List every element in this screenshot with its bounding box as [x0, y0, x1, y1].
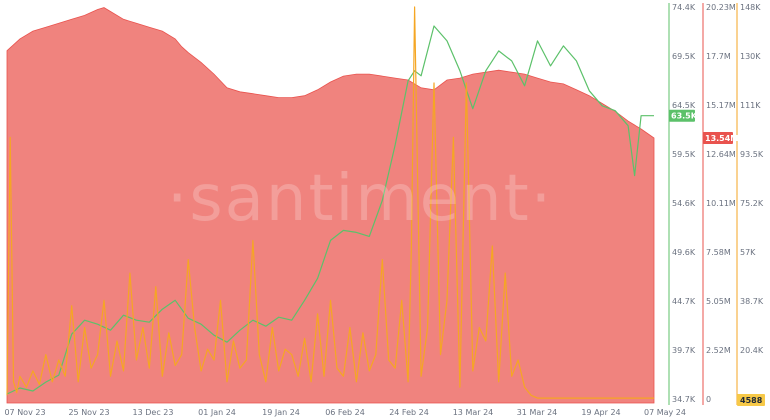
y-tick-label-orange_metric: 75.2K — [740, 199, 764, 208]
y-tick-label-price: 69.5K — [672, 52, 696, 61]
y-tick-label-orange_metric: 148K — [740, 3, 761, 12]
x-tick-label: 13 Dec 23 — [133, 408, 174, 417]
current-value-tag-price — [669, 109, 695, 122]
current-value-label-red: 13.54M — [705, 134, 738, 143]
tick-label-layer: 74.4K 69.5K 64.5K 59.5K 54.6K 49.6K 44.7K 39.7K… — [4, 3, 765, 417]
y-tick-label-red_metric: 12.64M — [706, 150, 736, 159]
y-tick-label-red_metric: 10.11M — [706, 199, 736, 208]
watermark-text: ·santiment· — [167, 162, 553, 236]
y-tick-label-price: 74.4K — [672, 3, 696, 12]
series-line-orange — [6, 6, 654, 399]
y-tick-label-orange_metric: 57K — [740, 248, 756, 257]
y-tick-label-price: 64.5K — [672, 101, 696, 110]
x-tick-label: 07 Nov 23 — [4, 408, 45, 417]
current-value-label-orange: 4588 — [740, 396, 763, 405]
current-value-tag-orange — [737, 394, 765, 406]
series-layer — [6, 6, 655, 404]
y-tick-label-orange_metric: 93.5K — [740, 150, 764, 159]
y-tick-label-price: 49.6K — [672, 248, 696, 257]
axes-layer — [668, 3, 738, 405]
series-line-price — [6, 25, 654, 395]
x-tick-label: 19 Jan 24 — [262, 408, 300, 417]
y-tick-label-red_metric: 5.05M — [706, 297, 731, 306]
y-tick-label-price: 44.7K — [672, 297, 696, 306]
y-tick-label-red_metric: 15.17M — [706, 101, 736, 110]
y-tick-label-price: 39.7K — [672, 346, 696, 355]
y-tick-label-red_metric: 17.7M — [706, 52, 731, 61]
y-tick-label-price: 54.6K — [672, 199, 696, 208]
y-tick-label-orange_metric: 20.4K — [740, 346, 764, 355]
y-tick-label-red_metric: 20.23M — [706, 3, 736, 12]
x-tick-label: 19 Apr 24 — [581, 408, 620, 417]
y-tick-label-orange_metric: 38.7K — [740, 297, 764, 306]
y-tick-label-red_metric: 0 — [706, 395, 711, 404]
x-tick-label: 24 Feb 24 — [389, 408, 429, 417]
x-tick-label: 06 Feb 24 — [325, 408, 365, 417]
y-tick-label-orange_metric: 111K — [740, 101, 761, 110]
x-tick-label: 13 Mar 24 — [453, 408, 494, 417]
y-tick-label-red_metric: 2.52M — [706, 346, 731, 355]
y-tick-label-price: 34.7K — [672, 395, 696, 404]
x-tick-label: 01 Jan 24 — [198, 408, 236, 417]
current-value-label-price: 63.5K — [671, 112, 698, 121]
x-tick-label: 31 Mar 24 — [517, 408, 558, 417]
y-tick-label-orange_metric: 130K — [740, 52, 761, 61]
y-tick-label-red_metric: 7.58M — [706, 248, 731, 257]
current-value-tag-red — [703, 131, 733, 144]
x-tick-label: 25 Nov 23 — [68, 408, 109, 417]
y-tick-label-price: 59.5K — [672, 150, 696, 159]
x-tick-label: 07 May 24 — [644, 408, 686, 417]
